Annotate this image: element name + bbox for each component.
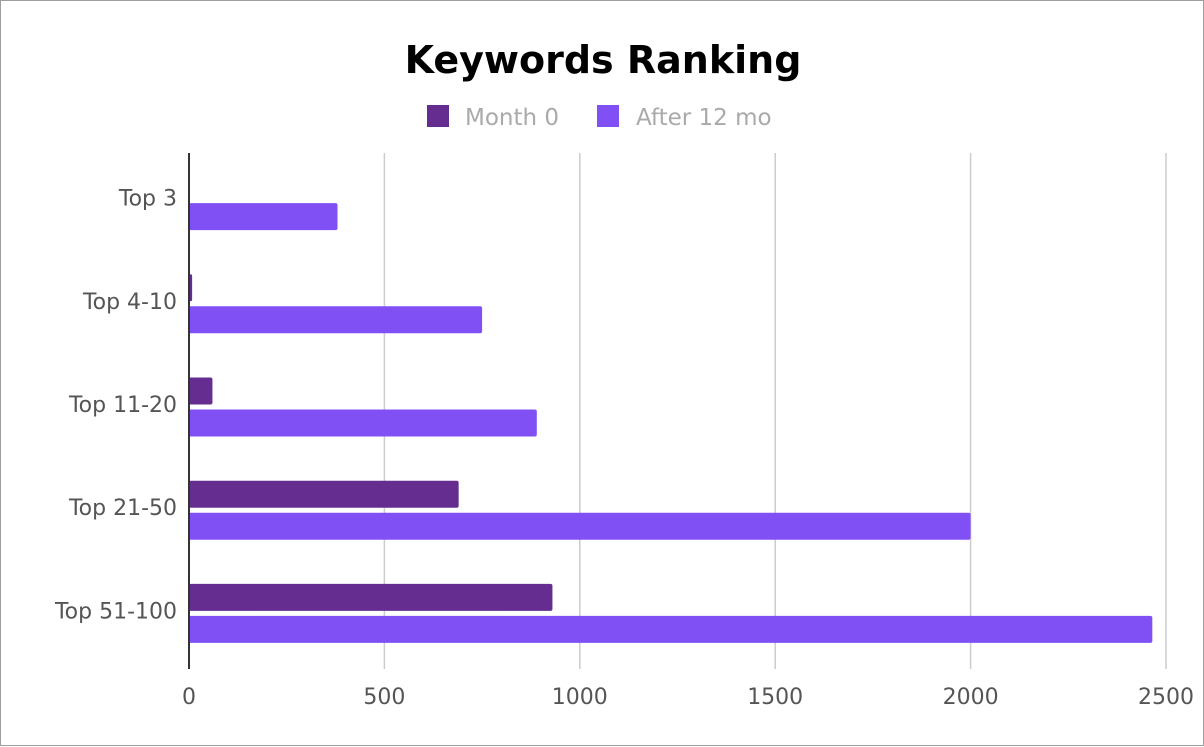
bar-after-12-mo-top-51-100 bbox=[189, 615, 1153, 643]
bar-month-0-top-21-50 bbox=[189, 480, 459, 508]
x-tick-label-500: 500 bbox=[363, 685, 405, 710]
bar-after-12-mo-top-4-10 bbox=[189, 306, 483, 334]
chart-title: Keywords Ranking bbox=[405, 38, 802, 82]
bar-after-12-mo-top-11-20 bbox=[189, 409, 537, 437]
legend-swatch-month-0 bbox=[427, 105, 449, 127]
x-tick-labels: 0 500 1000 1500 2000 2500 bbox=[182, 685, 1194, 710]
x-tick-label-2000: 2000 bbox=[943, 685, 999, 710]
bar-after-12-mo-top-21-50 bbox=[189, 512, 971, 540]
legend: Month 0 After 12 mo bbox=[427, 105, 772, 131]
category-label-top-51-100: Top 51-100 bbox=[54, 599, 177, 624]
legend-label-after-12-mo: After 12 mo bbox=[636, 105, 772, 131]
category-label-top-3: Top 3 bbox=[118, 187, 177, 212]
x-tick-label-0: 0 bbox=[182, 685, 196, 710]
legend-label-month-0: Month 0 bbox=[465, 105, 559, 131]
legend-swatch-after-12-mo bbox=[597, 105, 619, 127]
bar-after-12-mo-top-3 bbox=[189, 203, 338, 231]
x-tick-label-1000: 1000 bbox=[552, 685, 608, 710]
bar-month-0-top-51-100 bbox=[189, 583, 553, 611]
category-label-top-21-50: Top 21-50 bbox=[68, 496, 177, 521]
category-label-top-4-10: Top 4-10 bbox=[82, 290, 177, 315]
bars bbox=[189, 171, 1153, 643]
gridlines bbox=[383, 153, 1167, 669]
category-labels: Top 3 Top 4-10 Top 11-20 Top 21-50 Top 51-10… bbox=[54, 187, 177, 625]
category-label-top-11-20: Top 11-20 bbox=[68, 393, 177, 418]
bar-month-0-top-11-20 bbox=[189, 377, 213, 405]
x-tick-label-2500: 2500 bbox=[1138, 685, 1194, 710]
x-tick-label-1500: 1500 bbox=[747, 685, 803, 710]
